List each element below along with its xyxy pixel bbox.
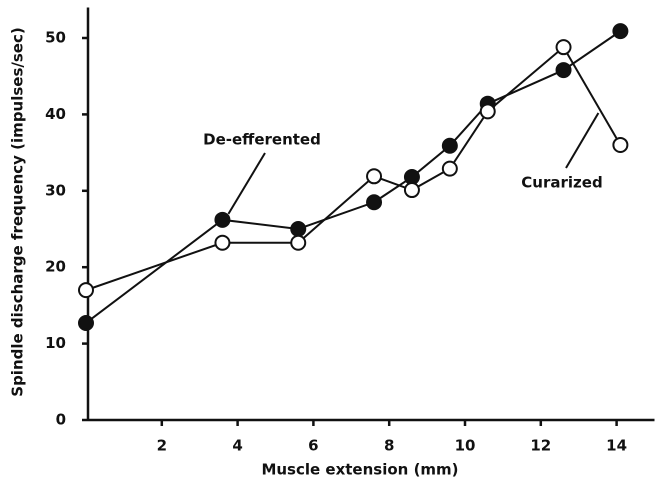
data-point (479, 103, 496, 120)
data-point (290, 234, 307, 251)
data-point (555, 39, 572, 56)
data-point (366, 168, 383, 185)
data-point (214, 211, 231, 228)
series-line (85, 45, 622, 292)
leader-line (565, 112, 600, 169)
y-axis-label: Spindle discharge frequency (impulses/se… (9, 27, 27, 396)
y-tick-label: 30 (45, 181, 66, 199)
data-point (441, 160, 458, 177)
series-label: Curarized (521, 174, 602, 192)
x-tick-label: 4 (232, 437, 242, 455)
data-point (78, 282, 94, 299)
x-tick-label: 14 (606, 437, 627, 455)
x-tick-label: 6 (308, 437, 318, 455)
data-point (441, 137, 458, 154)
data-point (612, 136, 629, 153)
data-point (403, 169, 420, 186)
x-tick-label: 10 (455, 437, 476, 455)
data-point (612, 23, 629, 40)
y-tick-label: 50 (45, 29, 66, 47)
x-tick-label: 12 (530, 437, 551, 455)
series-label: De-efferented (203, 131, 321, 149)
leader-line (227, 152, 266, 215)
data-point (290, 221, 307, 237)
data-point (403, 182, 420, 199)
data-point (555, 62, 572, 79)
y-tick-label: 0 (56, 411, 66, 429)
x-tick-label: 8 (384, 437, 394, 455)
data-point (366, 194, 383, 211)
data-point (78, 314, 94, 331)
x-tick-label: 2 (157, 437, 167, 455)
y-tick-label: 40 (45, 105, 66, 123)
y-tick-label: 20 (45, 258, 66, 276)
data-point (214, 234, 231, 251)
x-axis-label: Muscle extension (mm) (261, 461, 458, 479)
y-tick-label: 10 (45, 334, 66, 352)
